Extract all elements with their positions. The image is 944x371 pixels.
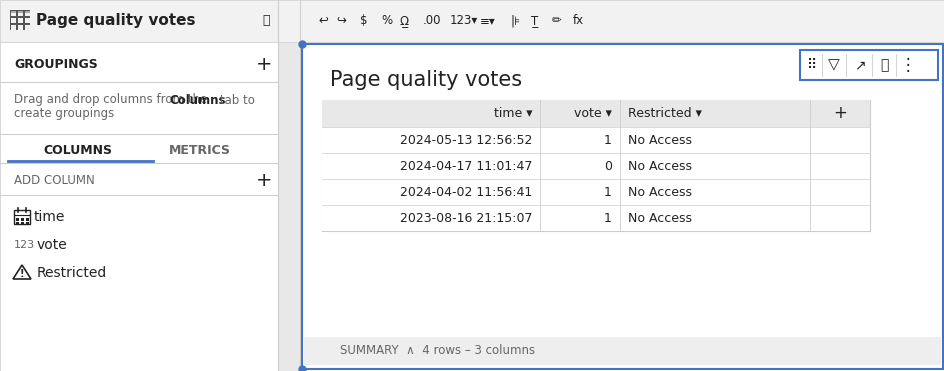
- Text: 🔍: 🔍: [262, 14, 269, 27]
- Text: 1: 1: [603, 186, 612, 198]
- Bar: [11, 11, 16, 16]
- Text: !: !: [20, 269, 25, 279]
- Bar: [18, 25, 23, 30]
- Text: Page quality votes: Page quality votes: [36, 13, 195, 29]
- Text: vote ▾: vote ▾: [574, 107, 612, 120]
- Bar: [11, 25, 16, 30]
- Bar: [25, 18, 30, 23]
- Bar: [322, 179, 869, 205]
- Bar: [26, 222, 29, 224]
- Bar: [322, 100, 869, 231]
- Bar: [21, 218, 24, 220]
- Text: 2024-05-13 12:56:52: 2024-05-13 12:56:52: [399, 134, 531, 147]
- Text: No Access: No Access: [628, 186, 691, 198]
- Text: +: +: [256, 171, 272, 190]
- Text: 0: 0: [603, 160, 612, 173]
- Text: Drag and drop columns from the: Drag and drop columns from the: [14, 93, 211, 106]
- Text: 123▾: 123▾: [449, 14, 478, 27]
- Bar: [0, 42, 278, 371]
- Text: create groupings: create groupings: [14, 108, 114, 121]
- Bar: [25, 11, 30, 16]
- Text: GROUPINGS: GROUPINGS: [14, 58, 97, 70]
- Bar: [322, 100, 869, 127]
- Text: ⋮: ⋮: [899, 56, 916, 74]
- Bar: [26, 218, 29, 220]
- Text: vote: vote: [37, 238, 68, 252]
- Text: ▽: ▽: [827, 58, 839, 72]
- Text: No Access: No Access: [628, 160, 691, 173]
- Bar: [322, 127, 869, 153]
- Text: No Access: No Access: [628, 134, 691, 147]
- Bar: [18, 11, 23, 13]
- Text: ↗: ↗: [853, 58, 865, 72]
- Bar: [322, 205, 869, 231]
- Text: 1: 1: [603, 211, 612, 224]
- Text: ✏: ✏: [551, 14, 562, 27]
- Bar: [11, 11, 16, 13]
- Text: %: %: [380, 14, 392, 27]
- Bar: [25, 11, 30, 13]
- Bar: [18, 18, 23, 23]
- Bar: [0, 0, 944, 42]
- Text: ↩: ↩: [318, 14, 328, 27]
- Text: time: time: [34, 210, 65, 224]
- Bar: [25, 25, 30, 30]
- Text: COLUMNS: COLUMNS: [43, 144, 112, 158]
- Text: .00: .00: [423, 14, 441, 27]
- Bar: [11, 18, 16, 23]
- Bar: [16, 218, 19, 220]
- Text: ≡▾: ≡▾: [480, 14, 496, 27]
- Text: 123: 123: [14, 240, 35, 250]
- Bar: [304, 337, 940, 365]
- Bar: [21, 222, 24, 224]
- Text: |⊧: |⊧: [510, 14, 519, 27]
- Text: tab to: tab to: [216, 93, 255, 106]
- Text: No Access: No Access: [628, 211, 691, 224]
- Text: Restricted: Restricted: [37, 266, 107, 280]
- Text: Page quality votes: Page quality votes: [329, 70, 522, 90]
- Text: METRICS: METRICS: [169, 144, 231, 158]
- Text: ⠿: ⠿: [806, 58, 817, 72]
- Text: Restricted ▾: Restricted ▾: [628, 107, 701, 120]
- Bar: [302, 44, 942, 369]
- Bar: [10, 10, 30, 30]
- Bar: [18, 11, 23, 16]
- Bar: [299, 42, 944, 371]
- Bar: [800, 50, 937, 80]
- Text: SUMMARY  ∧  4 rows – 3 columns: SUMMARY ∧ 4 rows – 3 columns: [340, 345, 534, 358]
- Bar: [14, 210, 30, 224]
- Text: ↪: ↪: [336, 14, 346, 27]
- Text: Ω̲: Ω̲: [399, 14, 409, 27]
- Text: T̲: T̲: [531, 14, 538, 27]
- Text: 2024-04-17 11:01:47: 2024-04-17 11:01:47: [399, 160, 531, 173]
- Bar: [322, 153, 869, 179]
- Text: Columns: Columns: [169, 93, 226, 106]
- Bar: [16, 222, 19, 224]
- Text: fx: fx: [572, 14, 583, 27]
- Text: +: +: [256, 55, 272, 73]
- Text: 2024-04-02 11:56:41: 2024-04-02 11:56:41: [399, 186, 531, 198]
- Text: time ▾: time ▾: [493, 107, 531, 120]
- Text: $: $: [360, 14, 367, 27]
- Text: 1: 1: [603, 134, 612, 147]
- Text: +: +: [833, 105, 846, 122]
- Text: ADD COLUMN: ADD COLUMN: [14, 174, 94, 187]
- Text: 2023-08-16 21:15:07: 2023-08-16 21:15:07: [399, 211, 531, 224]
- Text: ⤢: ⤢: [879, 58, 887, 72]
